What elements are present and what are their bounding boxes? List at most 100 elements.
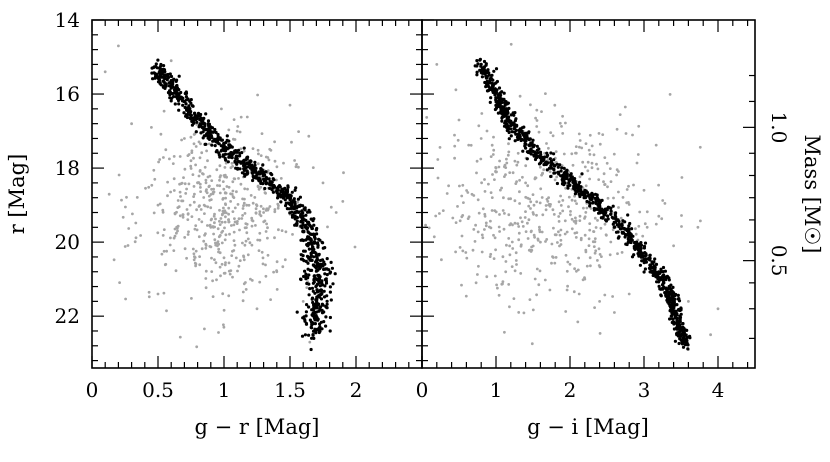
member-star-point bbox=[224, 149, 228, 153]
field-star-point bbox=[209, 206, 213, 210]
field-star-point bbox=[215, 168, 219, 172]
field-star-point bbox=[202, 203, 206, 207]
field-star-point bbox=[503, 212, 506, 215]
member-star-point bbox=[209, 125, 213, 129]
field-star-point bbox=[538, 228, 541, 232]
member-star-point bbox=[677, 341, 681, 346]
field-star-point bbox=[211, 295, 215, 298]
field-star-point bbox=[276, 206, 280, 210]
member-star-point bbox=[298, 195, 302, 199]
member-star-point bbox=[307, 333, 311, 337]
field-star-point bbox=[571, 163, 575, 167]
field-star-point bbox=[189, 159, 193, 163]
field-star-point bbox=[608, 167, 612, 171]
member-star-point bbox=[286, 184, 290, 188]
mass-tick-labels: 1.0 0.5 bbox=[767, 111, 791, 276]
field-star-point bbox=[107, 192, 111, 196]
field-star-point bbox=[502, 227, 506, 231]
member-star-point bbox=[293, 188, 297, 192]
member-star-point bbox=[304, 314, 308, 318]
field-star-point bbox=[466, 191, 470, 194]
field-star-point bbox=[492, 148, 496, 152]
field-star-point bbox=[134, 221, 138, 225]
member-star-point bbox=[297, 210, 301, 214]
member-star-point bbox=[668, 304, 672, 308]
field-star-point bbox=[246, 237, 250, 241]
field-star-point bbox=[186, 218, 190, 222]
field-star-point bbox=[176, 229, 179, 233]
field-star-point bbox=[557, 200, 561, 204]
member-star-point bbox=[319, 263, 323, 267]
member-star-point bbox=[502, 97, 506, 101]
field-star-point bbox=[460, 234, 464, 238]
member-star-point bbox=[259, 181, 263, 185]
field-star-point bbox=[206, 205, 210, 209]
field-star-point bbox=[120, 198, 123, 202]
member-star-point bbox=[555, 181, 560, 186]
member-star-point bbox=[299, 224, 303, 228]
field-star-point bbox=[243, 187, 247, 191]
member-star-point bbox=[627, 224, 631, 228]
field-star-point bbox=[273, 159, 277, 163]
member-star-point bbox=[307, 247, 311, 251]
field-star-point bbox=[631, 133, 634, 137]
field-star-point bbox=[481, 207, 485, 211]
member-star-point bbox=[568, 183, 572, 187]
field-star-point bbox=[206, 224, 209, 227]
member-star-point bbox=[220, 138, 224, 142]
field-star-point bbox=[605, 161, 609, 165]
member-star-point bbox=[586, 194, 590, 198]
member-star-point bbox=[493, 107, 497, 112]
field-star-point bbox=[541, 172, 544, 176]
field-star-point bbox=[152, 211, 156, 215]
field-star-point bbox=[282, 161, 285, 165]
member-star-point bbox=[685, 328, 689, 332]
y-tick-label: 20 bbox=[55, 230, 80, 254]
member-star-point bbox=[545, 151, 549, 155]
field-star-point bbox=[578, 214, 582, 218]
field-star-point bbox=[235, 222, 239, 226]
member-star-point bbox=[307, 256, 311, 260]
field-star-point bbox=[251, 219, 255, 223]
member-star-point bbox=[291, 199, 295, 203]
field-star-point bbox=[441, 209, 445, 213]
field-star-point bbox=[518, 190, 521, 194]
field-star-point bbox=[487, 182, 490, 186]
field-star-point bbox=[187, 230, 190, 234]
member-star-point bbox=[310, 326, 314, 330]
field-star-point bbox=[266, 169, 270, 173]
field-star-point bbox=[217, 247, 221, 251]
field-star-point bbox=[232, 118, 236, 121]
field-star-point bbox=[480, 112, 484, 115]
member-star-point bbox=[484, 63, 488, 67]
field-star-point bbox=[475, 171, 478, 175]
member-star-point bbox=[583, 188, 587, 192]
member-star-point bbox=[482, 59, 487, 64]
field-star-point bbox=[156, 292, 160, 296]
field-star-point bbox=[574, 151, 578, 155]
field-star-point bbox=[462, 201, 465, 205]
member-star-point bbox=[492, 69, 496, 73]
field-star-point bbox=[608, 253, 612, 257]
member-star-point bbox=[626, 213, 630, 217]
field-star-point bbox=[341, 200, 345, 203]
member-star-point bbox=[153, 72, 157, 76]
member-star-point bbox=[315, 316, 319, 320]
member-star-point bbox=[295, 205, 299, 209]
field-star-point bbox=[248, 241, 252, 245]
field-star-point bbox=[440, 258, 443, 262]
field-star-point bbox=[603, 156, 607, 160]
member-star-point bbox=[575, 183, 580, 187]
field-star-point bbox=[196, 181, 200, 185]
member-star-point bbox=[264, 181, 268, 185]
field-star-point bbox=[592, 245, 596, 249]
member-star-point bbox=[174, 95, 178, 99]
field-star-point bbox=[237, 177, 240, 180]
field-star-point bbox=[617, 206, 620, 209]
field-star-point bbox=[544, 204, 548, 207]
field-star-point bbox=[606, 196, 610, 200]
field-star-point bbox=[231, 180, 235, 184]
member-star-point bbox=[206, 122, 210, 126]
member-star-point bbox=[275, 186, 279, 190]
field-star-point bbox=[606, 185, 609, 189]
